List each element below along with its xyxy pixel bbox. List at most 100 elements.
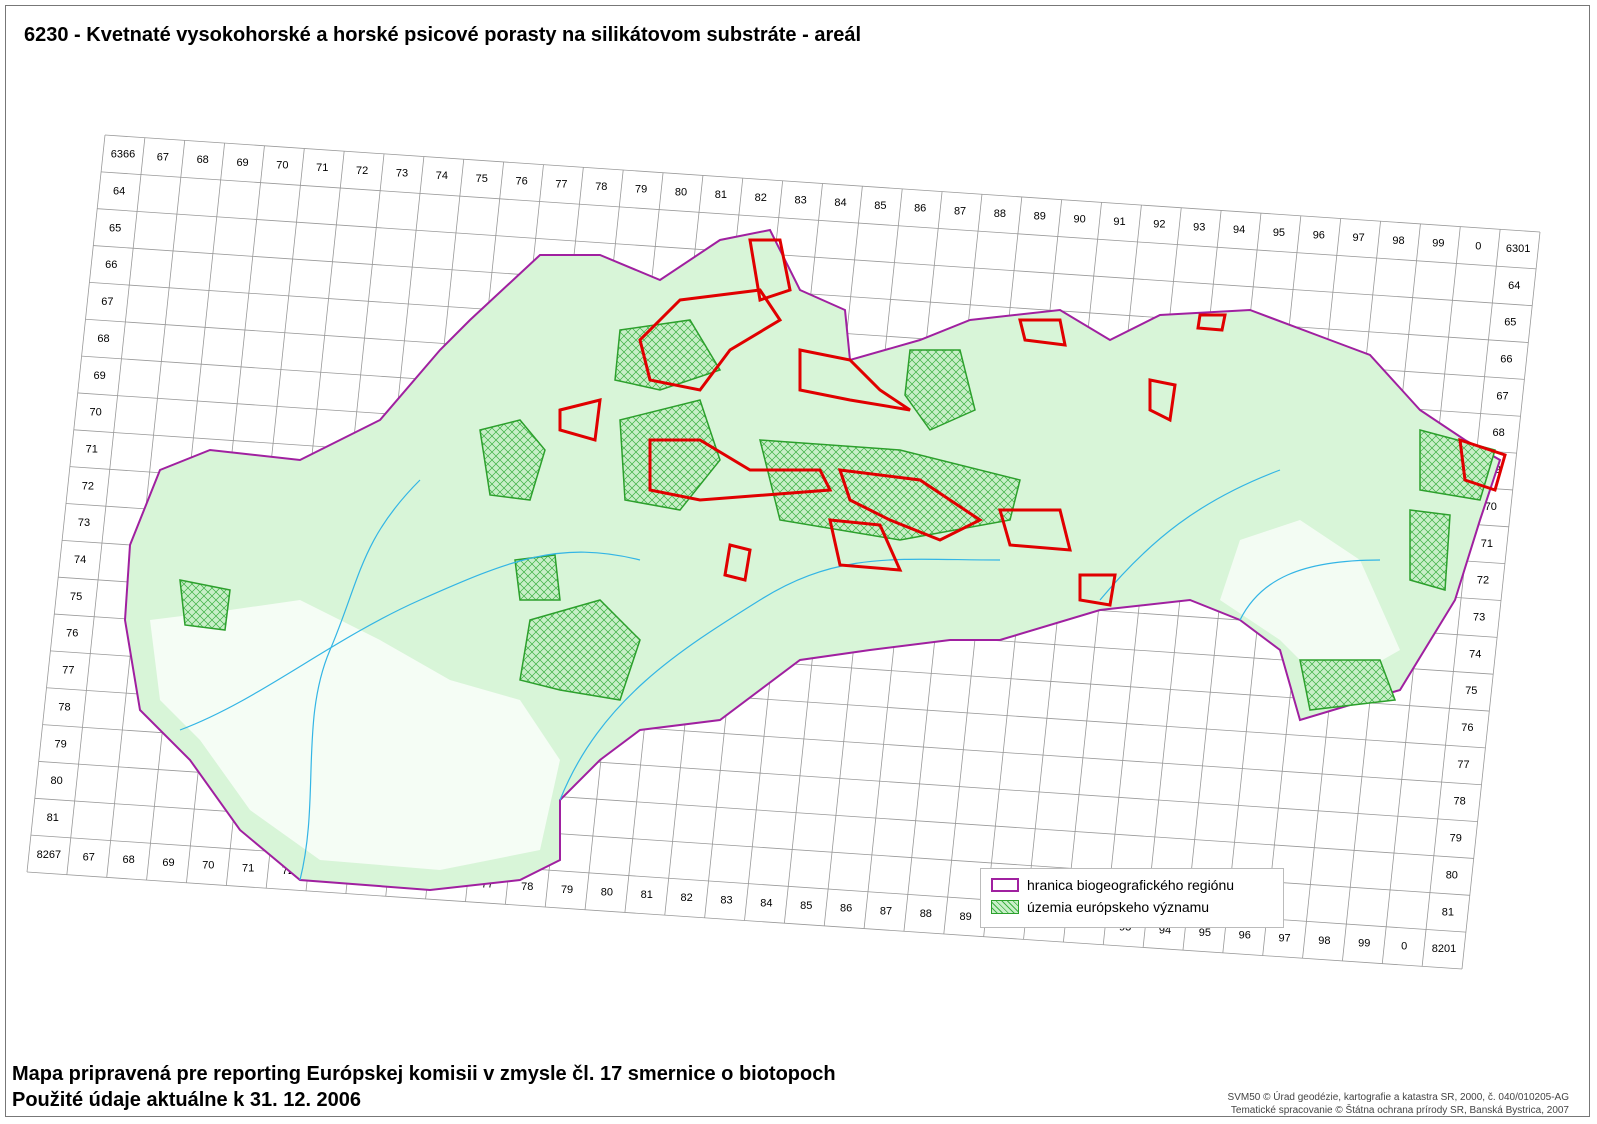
grid-label: 8201 [1432, 943, 1456, 955]
grid-label: 66 [105, 259, 117, 271]
frame [5, 5, 1590, 1117]
grid-label: 88 [920, 908, 932, 920]
grid-label: 77 [1457, 759, 1469, 771]
credit-line: SVM50 © Úrad geodézie, kartografie a kat… [1227, 1092, 1569, 1103]
grid-label: 85 [800, 900, 812, 912]
grid-label: 87 [880, 905, 892, 917]
map-title: 6230 - Kvetnaté vysokohorské a horské ps… [24, 24, 862, 46]
grid-label: 75 [1465, 685, 1477, 697]
grid-label: 72 [1477, 575, 1489, 587]
legend-item: hranica biogeografického regiónu [991, 877, 1234, 893]
grid-label: 77 [555, 178, 567, 190]
grid-label: 78 [58, 701, 70, 713]
grid-label: 83 [720, 895, 732, 907]
grid-label: 79 [54, 738, 66, 750]
grid-line [26, 871, 1463, 970]
grid-label: 69 [93, 370, 105, 382]
grid-label: 74 [74, 554, 86, 566]
grid-label: 80 [601, 887, 613, 899]
legend-swatch [991, 878, 1019, 892]
grid-label: 65 [109, 222, 121, 234]
grid-label: 75 [70, 591, 82, 603]
legend-item: územia európskeho významu [991, 899, 1209, 915]
grid-label: 68 [122, 854, 134, 866]
grid-label: 90 [1074, 213, 1086, 225]
grid-label: 0 [1475, 240, 1481, 252]
grid-label: 81 [641, 889, 653, 901]
grid-label: 98 [1392, 235, 1404, 247]
grid-label: 73 [78, 517, 90, 529]
grid-label: 82 [755, 192, 767, 204]
grid-label: 96 [1313, 230, 1325, 242]
grid-label: 98 [1318, 935, 1330, 947]
grid-label: 69 [236, 157, 248, 169]
grid-label: 8267 [37, 849, 61, 861]
grid-label: 80 [675, 186, 687, 198]
grid-label: 74 [436, 170, 448, 182]
grid-label: 67 [83, 852, 95, 864]
grid-label: 75 [476, 173, 488, 185]
grid-label: 71 [316, 162, 328, 174]
grid-label: 72 [356, 165, 368, 177]
grid-line [104, 134, 1541, 233]
grid-label: 97 [1278, 932, 1290, 944]
grid-label: 67 [157, 151, 169, 163]
grid-label: 95 [1199, 927, 1211, 939]
grid-label: 81 [47, 812, 59, 824]
grid-label: 78 [521, 881, 533, 893]
grid-label: 71 [1481, 538, 1493, 550]
grid-label: 70 [90, 407, 102, 419]
grid-label: 99 [1358, 938, 1370, 950]
grid-label: 94 [1233, 224, 1245, 236]
grid-label: 81 [715, 189, 727, 201]
grid-label: 87 [954, 205, 966, 217]
grid-label: 70 [276, 159, 288, 171]
grid-label: 89 [1034, 211, 1046, 223]
footer-line: Mapa pripravená pre reporting Európskej … [12, 1063, 836, 1085]
grid-label: 79 [561, 884, 573, 896]
grid-label: 77 [62, 665, 74, 677]
grid-label: 84 [760, 897, 772, 909]
legend-label: územia európskeho významu [1027, 899, 1210, 915]
grid-label: 85 [874, 200, 886, 212]
grid-label: 91 [1113, 216, 1125, 228]
grid-label: 82 [681, 892, 693, 904]
footer-line: Použité údaje aktuálne k 31. 12. 2006 [12, 1089, 362, 1111]
grid-label: 76 [1461, 722, 1473, 734]
grid-label: 88 [994, 208, 1006, 220]
grid-label: 67 [101, 296, 113, 308]
habitat-cells [558, 238, 1507, 607]
grid-line [101, 171, 1537, 270]
grid-label: 71 [86, 443, 98, 455]
grid-label: 68 [197, 154, 209, 166]
grid-label: 84 [834, 197, 846, 209]
grid-label: 92 [1153, 219, 1165, 231]
legend-swatch [991, 900, 1019, 914]
grid-label: 67 [1496, 390, 1508, 402]
grid-label: 93 [1193, 221, 1205, 233]
grid-label: 70 [202, 860, 214, 872]
grid-label: 89 [960, 911, 972, 923]
legend-label: hranica biogeografického regiónu [1027, 877, 1235, 893]
grid-label: 78 [1453, 796, 1465, 808]
grid-label: 0 [1401, 940, 1407, 952]
grid-label: 72 [82, 480, 94, 492]
grid-label: 68 [1492, 427, 1504, 439]
grid-label: 95 [1273, 227, 1285, 239]
river-network [179, 469, 1381, 881]
grid-label: 86 [840, 903, 852, 915]
grid-line [97, 208, 1533, 307]
grid-label: 76 [515, 176, 527, 188]
grid-label: 74 [1469, 648, 1481, 660]
protected-areas [179, 319, 1496, 711]
grid-label: 65 [1504, 317, 1516, 329]
lowland-area [150, 600, 560, 870]
legend: hranica biogeografického regiónu územia … [980, 868, 1284, 928]
grid-label: 79 [635, 184, 647, 196]
grid-label: 78 [595, 181, 607, 193]
grid-label: 96 [1239, 930, 1251, 942]
lowland-area [1220, 520, 1400, 690]
grid-label: 81 [1442, 906, 1454, 918]
